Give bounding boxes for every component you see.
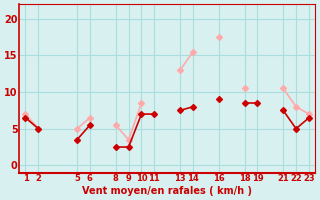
X-axis label: Vent moyen/en rafales ( km/h ): Vent moyen/en rafales ( km/h ) [82, 186, 252, 196]
